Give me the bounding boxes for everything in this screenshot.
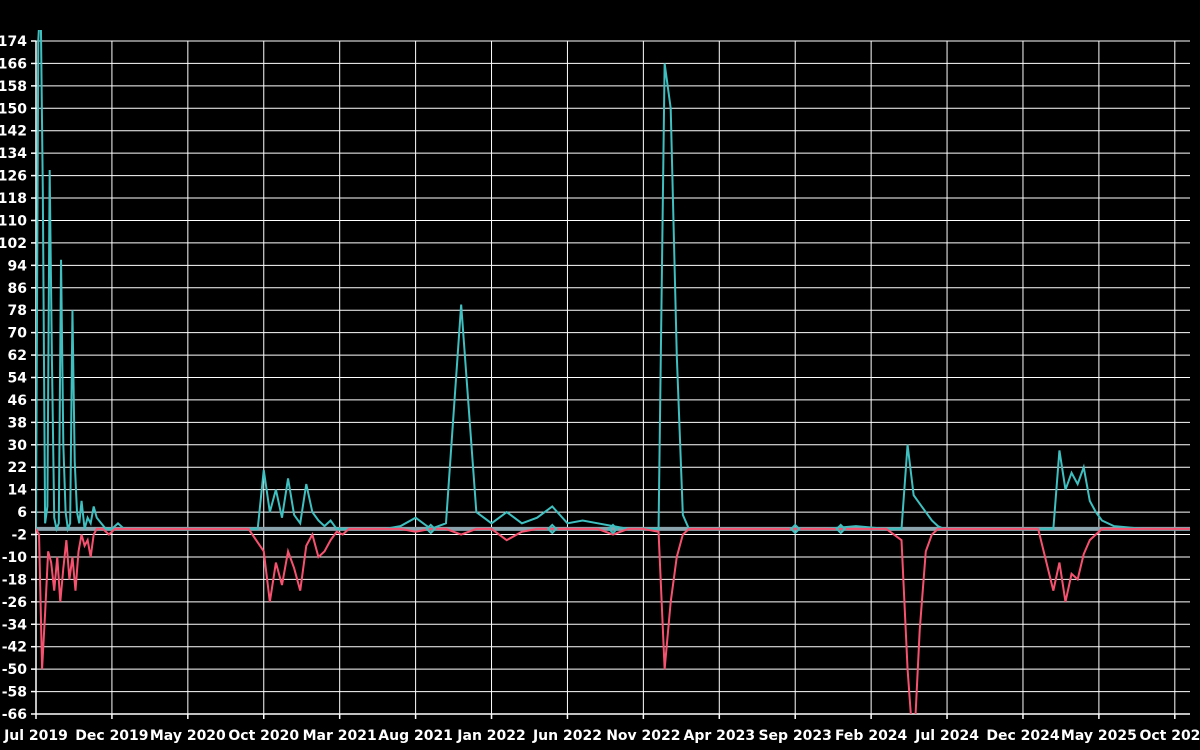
y-tick-label: -26 bbox=[2, 595, 27, 611]
y-tick-label: 86 bbox=[8, 281, 27, 297]
data-marker-additions bbox=[789, 523, 801, 535]
y-tick-label: 38 bbox=[8, 415, 27, 431]
y-axis-tick-labels: 1741661581501421341261181101029486787062… bbox=[0, 34, 36, 723]
y-tick-label: 14 bbox=[8, 483, 28, 499]
data-marker-additions bbox=[835, 523, 847, 535]
data-series-group bbox=[36, 30, 1190, 714]
x-tick-label: Nov 2022 bbox=[606, 728, 680, 744]
y-tick-label: -18 bbox=[2, 572, 27, 588]
x-axis-tick-labels: Jul 2019 Dec 2019 May 2020 Oct 2020 Mar 2021… bbox=[3, 714, 1200, 744]
y-tick-label: 158 bbox=[0, 79, 27, 95]
y-tick-label: 126 bbox=[0, 169, 27, 185]
series-line-deletions bbox=[36, 527, 1190, 714]
y-tick-label: 22 bbox=[8, 460, 27, 476]
x-tick-label: Aug 2021 bbox=[378, 728, 453, 744]
y-tick-label: -10 bbox=[2, 550, 28, 566]
x-tick-label: Oct 2025 bbox=[1139, 728, 1200, 744]
y-tick-label: 6 bbox=[17, 505, 27, 521]
data-marker-additions bbox=[607, 523, 619, 535]
x-tick-label: Jul 2024 bbox=[914, 728, 979, 744]
x-tick-label: Feb 2024 bbox=[835, 728, 908, 744]
y-tick-label: -50 bbox=[2, 662, 28, 678]
y-tick-label: 94 bbox=[8, 258, 28, 274]
y-tick-label: 142 bbox=[0, 124, 27, 140]
x-tick-label: Jul 2019 bbox=[3, 728, 68, 744]
x-tick-label: Dec 2019 bbox=[75, 728, 148, 744]
y-tick-label: 110 bbox=[0, 213, 27, 229]
y-tick-label: -66 bbox=[2, 707, 27, 723]
x-tick-label: May 2025 bbox=[1061, 728, 1137, 744]
y-tick-label: 62 bbox=[8, 348, 27, 364]
y-tick-label: 150 bbox=[0, 101, 27, 117]
y-tick-label: 118 bbox=[0, 191, 27, 207]
y-tick-label: 166 bbox=[0, 56, 27, 72]
x-tick-label: Oct 2020 bbox=[228, 728, 299, 744]
y-tick-label: 54 bbox=[8, 371, 28, 387]
y-tick-label: 30 bbox=[8, 438, 28, 454]
y-tick-label: 134 bbox=[0, 146, 27, 162]
y-tick-label: -2 bbox=[11, 528, 27, 544]
series-line-additions bbox=[36, 30, 1190, 533]
x-tick-label: Jan 2022 bbox=[456, 728, 525, 744]
y-tick-label: -42 bbox=[2, 640, 27, 656]
data-marker-additions bbox=[425, 523, 437, 535]
y-tick-label: -58 bbox=[2, 685, 27, 701]
y-tick-label: -34 bbox=[2, 617, 28, 633]
data-point-markers bbox=[425, 523, 847, 535]
x-tick-label: Jun 2022 bbox=[532, 728, 602, 744]
x-tick-label: Sep 2023 bbox=[758, 728, 831, 744]
x-tick-label: May 2020 bbox=[150, 728, 226, 744]
y-tick-label: 174 bbox=[0, 34, 27, 50]
y-tick-label: 70 bbox=[8, 326, 28, 342]
y-tick-label: 102 bbox=[0, 236, 27, 252]
x-tick-label: Dec 2024 bbox=[986, 728, 1060, 744]
x-tick-label: Mar 2021 bbox=[303, 728, 377, 744]
data-marker-additions bbox=[546, 523, 558, 535]
y-tick-label: 46 bbox=[8, 393, 27, 409]
y-tick-label: 78 bbox=[8, 303, 27, 319]
x-tick-label: Apr 2023 bbox=[683, 728, 755, 744]
